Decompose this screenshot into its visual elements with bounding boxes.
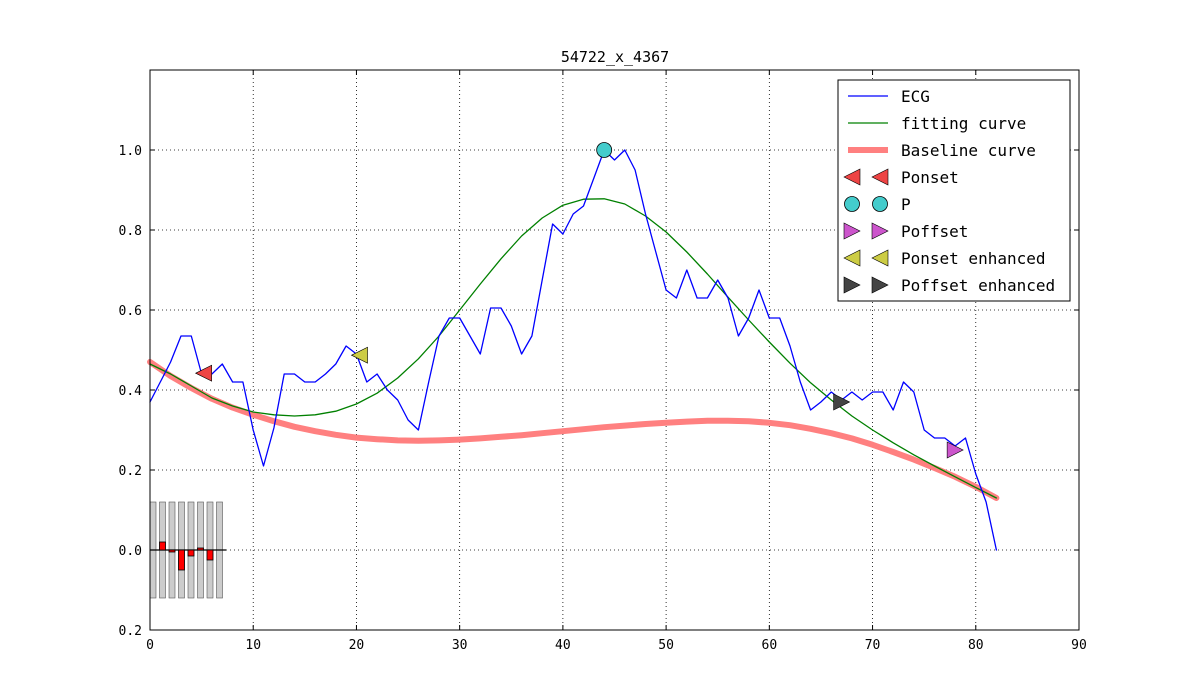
- x-tick-label: 30: [452, 638, 468, 653]
- x-tick-label: 20: [349, 638, 365, 653]
- y-tick-label: 0.4: [119, 384, 143, 399]
- marker-poffset-enhanced: [833, 393, 851, 411]
- x-tick-label: 10: [245, 638, 261, 653]
- legend-box: [837, 79, 1071, 302]
- legend-label-fitting-curve: fitting curve: [901, 114, 1026, 133]
- legend-swatch-poffset: [871, 222, 889, 240]
- inset-bar: [187, 549, 195, 557]
- point-markers: [195, 142, 964, 459]
- marker-poffset: [946, 441, 964, 459]
- legend-swatch-ponset-enhanced: [843, 249, 861, 267]
- legend-label-p: P: [901, 195, 911, 214]
- grid-lines: [150, 70, 1079, 630]
- marker-p: [596, 142, 613, 158]
- legend-swatch-ponset: [843, 168, 861, 186]
- inset-bar: [159, 541, 166, 551]
- series-fitting-curve-line: [149, 198, 998, 499]
- y-tick-label: 0.6: [119, 304, 142, 319]
- inset-bar: [168, 549, 176, 553]
- legend-label-poffset: Poffset: [901, 222, 968, 241]
- legend: ECG fitting curve Baseline curve Ponset P Pof…: [837, 79, 1071, 302]
- legend-swatch-ponset: [871, 168, 889, 186]
- legend-swatch-ponset-enhanced: [871, 249, 889, 267]
- legend-swatch-poffset-enhanced: [843, 276, 861, 294]
- legend-label-poffset-enhanced: Poffset enhanced: [901, 276, 1055, 295]
- x-tick-label: 50: [658, 638, 674, 653]
- y-tick-label: 0.8: [119, 224, 142, 239]
- series-ecg-line: [149, 149, 998, 551]
- y-tick-label: 0.2: [119, 624, 142, 639]
- legend-label-ecg: ECG: [901, 87, 930, 106]
- inset-bar: [197, 547, 204, 551]
- legend-swatch-poffset-enhanced: [871, 276, 889, 294]
- axis-ticks: 0 10 20 30 40 50 60 70 80 90 0.2 0.0 0.2 0.4 0.6 0.8 1.0: [119, 70, 1087, 653]
- x-tick-label: 40: [555, 638, 571, 653]
- chart-title: 54722_x_4367: [561, 48, 669, 66]
- legend-swatch-p: [844, 196, 860, 212]
- x-tick-label: 0: [146, 638, 154, 653]
- legend-swatch-p: [872, 196, 888, 212]
- legend-label-baseline-curve: Baseline curve: [901, 141, 1036, 160]
- legend-label-ponset-enhanced: Ponset enhanced: [901, 249, 1046, 268]
- inset-bar: [206, 549, 214, 561]
- x-tick-label: 90: [1071, 638, 1087, 653]
- x-tick-label: 70: [865, 638, 881, 653]
- legend-swatch-poffset: [843, 222, 861, 240]
- x-tick-label: 60: [762, 638, 778, 653]
- y-tick-label: 1.0: [119, 144, 142, 159]
- y-tick-label: 0.2: [119, 464, 142, 479]
- inset-bars: [149, 501, 226, 599]
- series-baseline-curve-line: [147, 359, 1000, 501]
- marker-ponset-enhanced: [350, 346, 368, 364]
- x-tick-label: 80: [968, 638, 984, 653]
- inset-bar: [178, 549, 185, 571]
- legend-label-ponset: Ponset: [901, 168, 959, 187]
- series-lines: [147, 149, 1000, 551]
- y-tick-label: 0.0: [119, 544, 142, 559]
- plot-frame: [149, 69, 1080, 631]
- marker-ponset: [195, 364, 212, 382]
